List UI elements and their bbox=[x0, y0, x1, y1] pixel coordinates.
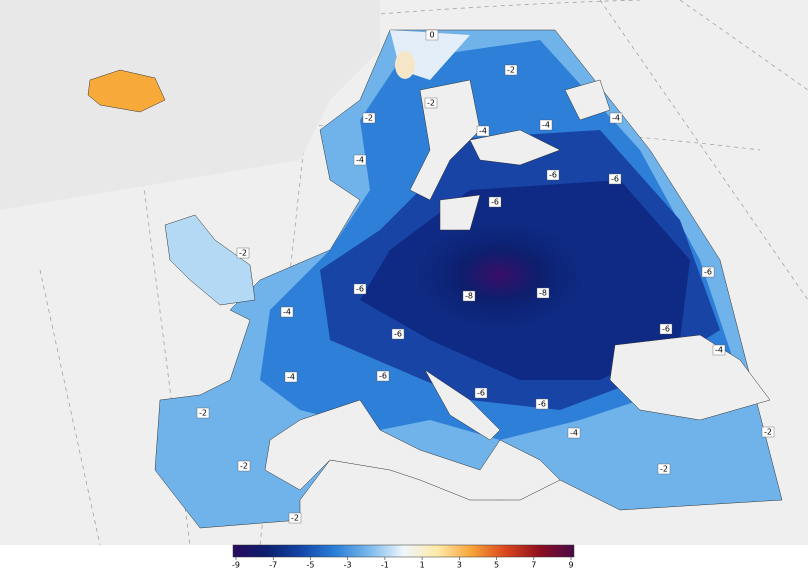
contour-label: -2 bbox=[365, 114, 373, 123]
contour-label: -2 bbox=[507, 66, 515, 75]
contour-label: -2 bbox=[427, 99, 435, 108]
contour-label: -4 bbox=[356, 156, 364, 165]
colorbar-tick-label: -9 bbox=[232, 561, 240, 570]
colorbar-tick-label: 7 bbox=[531, 561, 536, 570]
colorbar-tick-label: -1 bbox=[381, 561, 389, 570]
iceland bbox=[87, 69, 166, 113]
contour-label-box bbox=[567, 427, 581, 439]
contour-label: -2 bbox=[764, 428, 772, 437]
contour-label: -6 bbox=[491, 198, 499, 207]
contour-label: -2 bbox=[291, 514, 299, 523]
contour-label: -6 bbox=[394, 330, 402, 339]
contour-label-box bbox=[288, 512, 302, 524]
contour-label-box bbox=[362, 112, 376, 124]
contour-label: -6 bbox=[379, 372, 387, 381]
colorbar-tick-label: -7 bbox=[269, 561, 277, 570]
colorbar-tick-label: -5 bbox=[306, 561, 314, 570]
contour-label-box bbox=[237, 460, 251, 472]
contour-label-box bbox=[284, 371, 298, 383]
colorbar-tick-label: -3 bbox=[344, 561, 352, 570]
contour-label-box bbox=[236, 247, 250, 259]
land-outside bbox=[0, 0, 380, 210]
contour-label-box bbox=[701, 266, 715, 278]
contour-label-box bbox=[353, 283, 367, 295]
contour-label-box bbox=[476, 125, 490, 137]
colorbar-tick-label: 1 bbox=[420, 561, 425, 570]
contour-label-box bbox=[353, 154, 367, 166]
contour-labels: 0 -2 -2 -2 -4 -4 -4 -4 -6 -6 -6 -2 -6 -8 -8 -6 -4 -6 -6 -4 -… bbox=[196, 29, 775, 524]
contour-label-box bbox=[424, 97, 438, 109]
contour-label: -8 bbox=[465, 292, 473, 301]
colorbar-tick-label: 9 bbox=[568, 561, 573, 570]
contour-label-box bbox=[608, 173, 622, 185]
contour-label-box bbox=[196, 407, 210, 419]
contour-label: 0 bbox=[429, 31, 434, 40]
contour-label: -6 bbox=[356, 285, 364, 294]
contour-label-box bbox=[462, 290, 476, 302]
contour-label-box bbox=[474, 387, 488, 399]
contour-label: -2 bbox=[239, 249, 247, 258]
contour-label-box bbox=[535, 398, 549, 410]
contour-label-box bbox=[546, 169, 560, 181]
contour-label: -4 bbox=[542, 121, 550, 130]
colorbar-scale bbox=[232, 544, 575, 558]
contour-label: -4 bbox=[287, 373, 295, 382]
contour-label: -4 bbox=[479, 127, 487, 136]
contour-label: -6 bbox=[662, 325, 670, 334]
contour-label: -2 bbox=[240, 462, 248, 471]
contour-label: -8 bbox=[539, 289, 547, 298]
seas bbox=[264, 79, 771, 501]
contour-label-box bbox=[376, 370, 390, 382]
contour-label-box bbox=[609, 112, 623, 124]
contour-label: -6 bbox=[549, 171, 557, 180]
contour-label: -6 bbox=[611, 175, 619, 184]
contour-label: -4 bbox=[612, 114, 620, 123]
contour-label-box bbox=[504, 64, 518, 76]
contour-label-box bbox=[391, 328, 405, 340]
contour-label-box bbox=[659, 323, 673, 335]
colorbar: -9 -7 -5 -3 -1 1 3 5 7 9 bbox=[232, 544, 575, 570]
contour-label: -2 bbox=[199, 409, 207, 418]
temperature-field bbox=[154, 29, 783, 529]
contour-label: -4 bbox=[715, 346, 723, 355]
contour-label-box bbox=[425, 29, 439, 41]
contour-label-box bbox=[712, 344, 726, 356]
colorbar-tick-label: 3 bbox=[457, 561, 462, 570]
contour-label-box bbox=[539, 119, 553, 131]
contour-label: -6 bbox=[538, 400, 546, 409]
contour-label: -6 bbox=[477, 389, 485, 398]
contour-label-box bbox=[280, 306, 294, 318]
contour-label-box bbox=[488, 196, 502, 208]
contour-label: -4 bbox=[283, 308, 291, 317]
contour-label-box bbox=[536, 287, 550, 299]
contour-label: -4 bbox=[570, 429, 578, 438]
contour-label: -2 bbox=[660, 465, 668, 474]
contour-label: -6 bbox=[704, 268, 712, 277]
colorbar-tick-label: 5 bbox=[494, 561, 499, 570]
contour-label-box bbox=[657, 463, 671, 475]
contour-label-box bbox=[761, 426, 775, 438]
